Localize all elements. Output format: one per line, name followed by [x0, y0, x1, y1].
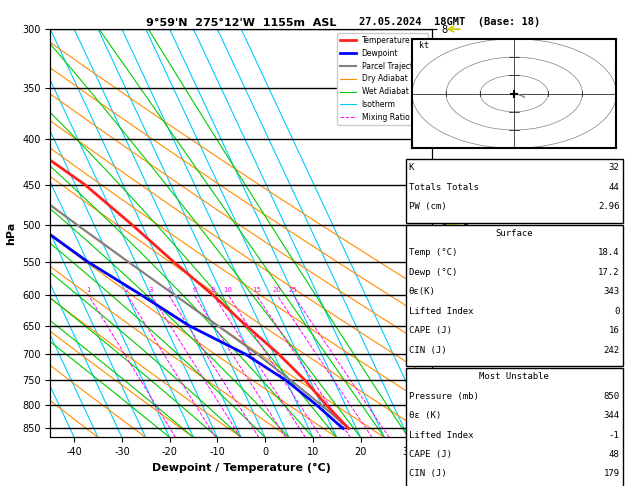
Text: 16: 16	[609, 326, 620, 335]
Text: Lifted Index: Lifted Index	[409, 431, 474, 440]
Text: 3: 3	[148, 287, 153, 293]
Text: Most Unstable: Most Unstable	[479, 372, 549, 382]
Title: 9°59'N  275°12'W  1155m  ASL: 9°59'N 275°12'W 1155m ASL	[146, 18, 337, 28]
Text: 179: 179	[603, 469, 620, 479]
Text: Pressure (mb): Pressure (mb)	[409, 392, 479, 401]
Text: 4: 4	[167, 287, 170, 293]
Text: © weatheronline.co.uk: © weatheronline.co.uk	[462, 472, 567, 481]
X-axis label: Dewpoint / Temperature (°C): Dewpoint / Temperature (°C)	[152, 463, 331, 473]
Text: Temp (°C): Temp (°C)	[409, 248, 457, 258]
Text: PW (cm): PW (cm)	[409, 202, 447, 211]
Text: 850: 850	[603, 392, 620, 401]
Text: 15: 15	[252, 287, 261, 293]
Legend: Temperature, Dewpoint, Parcel Trajectory, Dry Adiabat, Wet Adiabat, Isotherm, Mi: Temperature, Dewpoint, Parcel Trajectory…	[337, 33, 428, 125]
Text: 25: 25	[289, 287, 298, 293]
Text: 17.2: 17.2	[598, 268, 620, 277]
Text: 20: 20	[272, 287, 281, 293]
Text: 27.05.2024  18GMT  (Base: 18): 27.05.2024 18GMT (Base: 18)	[359, 17, 540, 27]
Y-axis label: Mixing Ratio (g/kg): Mixing Ratio (g/kg)	[462, 187, 472, 279]
Text: 0: 0	[614, 307, 620, 316]
Text: K: K	[409, 163, 415, 173]
Text: 242: 242	[603, 346, 620, 355]
Text: kt: kt	[419, 41, 429, 50]
Text: 44: 44	[609, 183, 620, 192]
Text: 48: 48	[609, 450, 620, 459]
Text: 8: 8	[211, 287, 215, 293]
Text: -1: -1	[609, 431, 620, 440]
Text: θε(K): θε(K)	[409, 287, 436, 296]
Y-axis label: hPa: hPa	[6, 222, 16, 245]
Text: 1: 1	[86, 287, 91, 293]
Text: CIN (J): CIN (J)	[409, 469, 447, 479]
Text: Totals Totals: Totals Totals	[409, 183, 479, 192]
Text: CIN (J): CIN (J)	[409, 346, 447, 355]
Text: 343: 343	[603, 287, 620, 296]
Text: 10: 10	[224, 287, 233, 293]
Text: Dewp (°C): Dewp (°C)	[409, 268, 457, 277]
Text: 32: 32	[609, 163, 620, 173]
Text: CAPE (J): CAPE (J)	[409, 326, 452, 335]
Text: 18.4: 18.4	[598, 248, 620, 258]
Text: CAPE (J): CAPE (J)	[409, 450, 452, 459]
Text: 6: 6	[192, 287, 196, 293]
Text: 344: 344	[603, 411, 620, 420]
Text: Lifted Index: Lifted Index	[409, 307, 474, 316]
Text: 2.96: 2.96	[598, 202, 620, 211]
Text: 2: 2	[125, 287, 130, 293]
Text: θε (K): θε (K)	[409, 411, 441, 420]
Text: Surface: Surface	[496, 229, 533, 238]
